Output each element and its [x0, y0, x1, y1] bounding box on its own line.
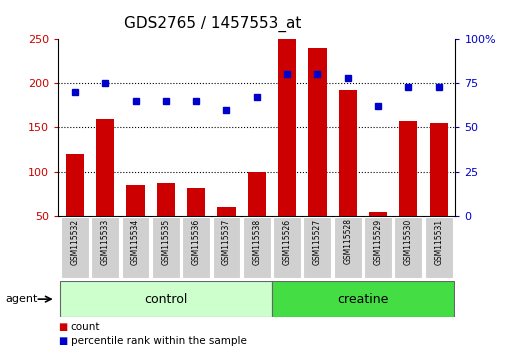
Bar: [212, 217, 240, 278]
Text: GSM115530: GSM115530: [403, 218, 412, 265]
Text: GSM115526: GSM115526: [282, 218, 291, 264]
Text: percentile rank within the sample: percentile rank within the sample: [71, 336, 246, 346]
Bar: [303, 217, 331, 278]
Bar: [187, 188, 205, 260]
Bar: [277, 39, 295, 260]
Bar: [424, 217, 452, 278]
Bar: [247, 172, 265, 260]
Bar: [394, 217, 422, 278]
Bar: [157, 183, 175, 260]
Bar: [60, 281, 271, 317]
Text: GSM115528: GSM115528: [342, 218, 351, 264]
Bar: [91, 217, 119, 278]
Bar: [364, 217, 391, 278]
Text: GSM115529: GSM115529: [373, 218, 382, 264]
Bar: [333, 217, 361, 278]
Bar: [217, 207, 235, 260]
Text: GSM115535: GSM115535: [161, 218, 170, 265]
Text: agent: agent: [5, 294, 37, 304]
Text: GDS2765 / 1457553_at: GDS2765 / 1457553_at: [124, 16, 300, 32]
Bar: [152, 217, 179, 278]
Text: GSM115531: GSM115531: [433, 218, 442, 264]
Bar: [308, 48, 326, 260]
Text: GSM115534: GSM115534: [131, 218, 140, 265]
Bar: [61, 217, 89, 278]
Text: GSM115527: GSM115527: [312, 218, 321, 264]
Bar: [271, 281, 453, 317]
Text: GSM115538: GSM115538: [252, 218, 261, 264]
Bar: [338, 90, 356, 260]
Bar: [96, 119, 114, 260]
Bar: [121, 217, 149, 278]
Bar: [368, 211, 386, 260]
Text: count: count: [71, 322, 100, 332]
Text: ■: ■: [58, 336, 67, 346]
Bar: [242, 217, 270, 278]
Text: control: control: [144, 293, 187, 306]
Bar: [66, 154, 84, 260]
Text: GSM115536: GSM115536: [191, 218, 200, 265]
Bar: [126, 185, 144, 260]
Text: creatine: creatine: [336, 293, 388, 306]
Text: GSM115532: GSM115532: [70, 218, 79, 264]
Text: GSM115537: GSM115537: [222, 218, 230, 265]
Text: GSM115533: GSM115533: [100, 218, 110, 265]
Text: ■: ■: [58, 322, 67, 332]
Bar: [273, 217, 300, 278]
Bar: [398, 121, 417, 260]
Bar: [429, 123, 447, 260]
Bar: [182, 217, 210, 278]
